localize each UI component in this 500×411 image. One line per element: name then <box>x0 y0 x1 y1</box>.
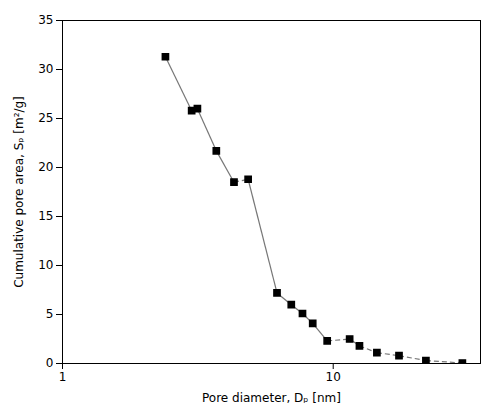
svg-text:25: 25 <box>38 111 53 125</box>
svg-text:30: 30 <box>38 62 53 76</box>
svg-text:Cumulative pore area, Sₚ [m²/g: Cumulative pore area, Sₚ [m²/g] <box>12 96 26 288</box>
svg-text:10: 10 <box>38 258 53 272</box>
svg-text:Pore diameter, Dₚ [nm]: Pore diameter, Dₚ [nm] <box>202 391 341 405</box>
svg-text:15: 15 <box>38 209 53 223</box>
svg-text:10: 10 <box>326 370 341 384</box>
svg-text:20: 20 <box>38 160 53 174</box>
svg-text:5: 5 <box>46 307 54 321</box>
svg-text:0: 0 <box>46 356 54 370</box>
svg-text:1: 1 <box>59 370 67 384</box>
svg-text:35: 35 <box>38 13 53 27</box>
